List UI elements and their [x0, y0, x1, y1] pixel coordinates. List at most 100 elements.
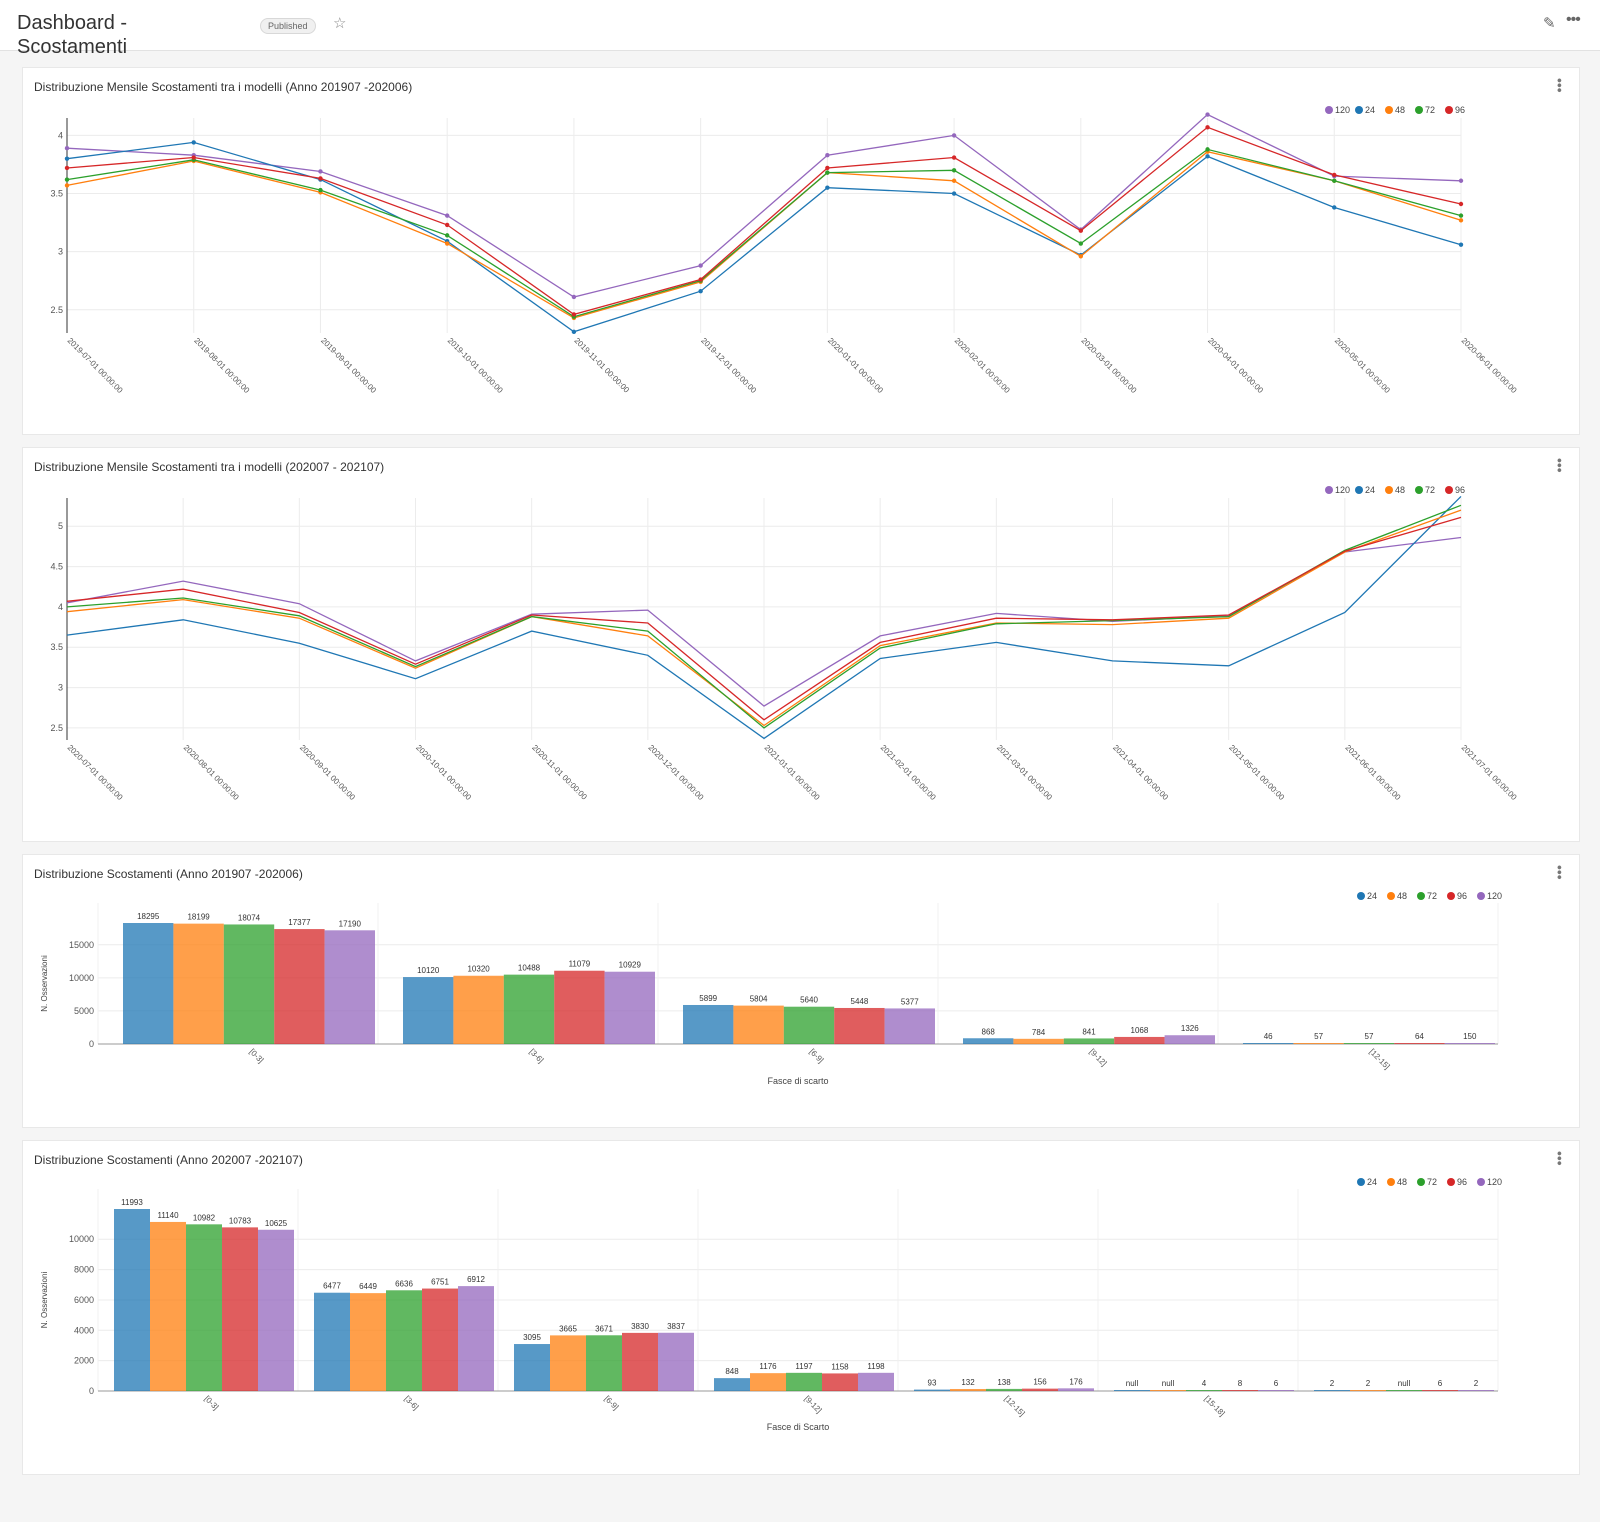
data-point-120	[444, 213, 450, 218]
y-tick-label: 3.5	[50, 189, 63, 199]
x-tick-label: [6-9]	[603, 1394, 621, 1412]
bar-value-label: 1068	[1131, 1026, 1149, 1035]
bar-chart-2: 0 2000 4000 6000 8000 10000 11993 11140 10982 107…	[40, 1177, 1502, 1432]
line-chart-2: 2.5 3 3.5 4 4.5 5 2020-07-01 00:00:00 2020-08-0…	[50, 485, 1518, 802]
bar-120	[458, 1286, 494, 1391]
bar-value-label: 2	[1330, 1379, 1335, 1388]
x-tick-label: 2020-08-01 00:00:00	[182, 743, 241, 802]
x-tick-label: 2020-10-01 00:00:00	[414, 743, 473, 802]
bar-72	[386, 1290, 422, 1391]
bar-48	[750, 1373, 786, 1391]
legend-label-48: 48	[1397, 1177, 1407, 1187]
y-axis-title: N. Osservazioni	[40, 955, 49, 1012]
legend-label-120: 120	[1487, 891, 1502, 901]
x-tick-label: 2021-02-01 00:00:00	[879, 743, 938, 802]
legend-label-96: 96	[1455, 485, 1465, 495]
bar-value-label: 1197	[795, 1362, 813, 1371]
data-point-24	[571, 329, 577, 335]
edit-icon[interactable]: ✎	[1543, 15, 1556, 32]
x-tick-label: 2019-07-01 00:00:00	[66, 336, 125, 395]
x-tick-label: 2021-01-01 00:00:00	[763, 743, 822, 802]
bar-value-label: 10929	[619, 961, 642, 970]
x-tick-label: 2021-03-01 00:00:00	[995, 743, 1054, 802]
x-tick-label: 2021-06-01 00:00:00	[1343, 743, 1402, 802]
bar-96	[1022, 1388, 1058, 1391]
bar-96	[1394, 1043, 1445, 1044]
data-point-120	[825, 152, 830, 158]
legend-label-120: 120	[1487, 1177, 1502, 1187]
chart-menu-icon[interactable]: •••	[1552, 865, 1568, 880]
data-point-48	[951, 178, 957, 183]
chart-menu-icon[interactable]: •••	[1552, 458, 1568, 473]
data-point-72	[444, 233, 450, 238]
chart-menu-icon[interactable]: •••	[1552, 78, 1568, 93]
legend-swatch-120	[1477, 1178, 1485, 1186]
data-point-24	[825, 185, 830, 190]
legend-label-48: 48	[1397, 891, 1407, 901]
x-tick-label: 2020-05-01 00:00:00	[1333, 336, 1392, 395]
data-point-72	[318, 187, 323, 193]
bar-value-label: 5804	[750, 995, 768, 1004]
bar-value-label: 3671	[595, 1324, 613, 1333]
bar-24	[514, 1344, 550, 1391]
data-point-120	[571, 294, 577, 300]
bar-value-label: 3837	[667, 1322, 685, 1331]
x-tick-label: 2020-04-01 00:00:00	[1206, 336, 1265, 395]
star-icon[interactable]: ☆	[333, 15, 347, 32]
bar-value-label: 11079	[569, 960, 591, 969]
x-tick-label: 2019-09-01 00:00:00	[319, 336, 378, 395]
bar-120	[1444, 1043, 1495, 1044]
y-axis-title: N. Osservazioni	[40, 1272, 49, 1329]
x-tick-label: [0-3]	[203, 1394, 221, 1412]
x-tick-label: 2020-11-01 00:00:00	[530, 743, 589, 802]
bar-72	[503, 974, 555, 1044]
data-point-120	[1458, 178, 1464, 183]
data-point-48	[1458, 218, 1464, 223]
bar-72	[586, 1335, 622, 1391]
legend-swatch-24	[1355, 486, 1363, 494]
data-point-48	[444, 241, 450, 246]
more-icon[interactable]: •••	[1566, 11, 1581, 28]
chart-card-4: Distribuzione Scostamenti (Anno 202007 -…	[22, 1140, 1580, 1475]
bar-24	[123, 923, 174, 1044]
bar-48	[453, 975, 504, 1044]
x-tick-label: 2020-07-01 00:00:00	[66, 743, 125, 802]
bar-value-label: 4	[1202, 1379, 1207, 1388]
data-point-120	[64, 146, 70, 151]
chart-card-1: Distribuzione Mensile Scostamenti tra i …	[22, 67, 1580, 435]
data-point-72	[825, 170, 830, 175]
data-point-96	[1332, 172, 1337, 178]
bar-value-label: 57	[1314, 1032, 1323, 1041]
y-tick-label: 2.5	[50, 305, 63, 315]
bar-24	[1243, 1043, 1294, 1044]
bar-value-label: 6751	[431, 1278, 449, 1287]
series-line-120	[66, 113, 1462, 298]
chart-menu-icon[interactable]: •••	[1552, 1151, 1568, 1166]
y-tick-label: 6000	[74, 1295, 94, 1305]
x-tick-label: [3-6]	[528, 1047, 546, 1065]
data-point-120	[951, 133, 957, 138]
x-tick-label: [12-15]	[1003, 1394, 1027, 1418]
data-point-96	[1078, 228, 1084, 233]
x-tick-label: 2019-11-01 00:00:00	[572, 336, 631, 395]
bar-value-label: 848	[725, 1367, 739, 1376]
chart-card-3: Distribuzione Scostamenti (Anno 201907 -…	[22, 854, 1580, 1128]
bar-value-label: 10488	[518, 964, 541, 973]
bar-value-label: 8	[1238, 1379, 1243, 1388]
legend-swatch-48	[1385, 486, 1393, 494]
bar-72	[223, 924, 275, 1044]
data-point-24	[1332, 205, 1337, 210]
data-point-72	[1458, 213, 1464, 218]
bar-96	[222, 1227, 258, 1391]
x-axis-title: Fasce di Scarto	[767, 1422, 830, 1432]
chart-title: Distribuzione Scostamenti (Anno 202007 -…	[34, 1153, 303, 1167]
bar-72	[786, 1372, 822, 1391]
y-tick-label: 4	[58, 130, 63, 140]
bar-72	[1386, 1390, 1422, 1391]
data-point-96	[571, 312, 577, 317]
legend-label-48: 48	[1395, 105, 1405, 115]
bar-value-label: 156	[1033, 1378, 1047, 1387]
legend-swatch-48	[1387, 1178, 1395, 1186]
bar-value-label: null	[1162, 1379, 1175, 1388]
bar-value-label: 11140	[157, 1211, 179, 1220]
